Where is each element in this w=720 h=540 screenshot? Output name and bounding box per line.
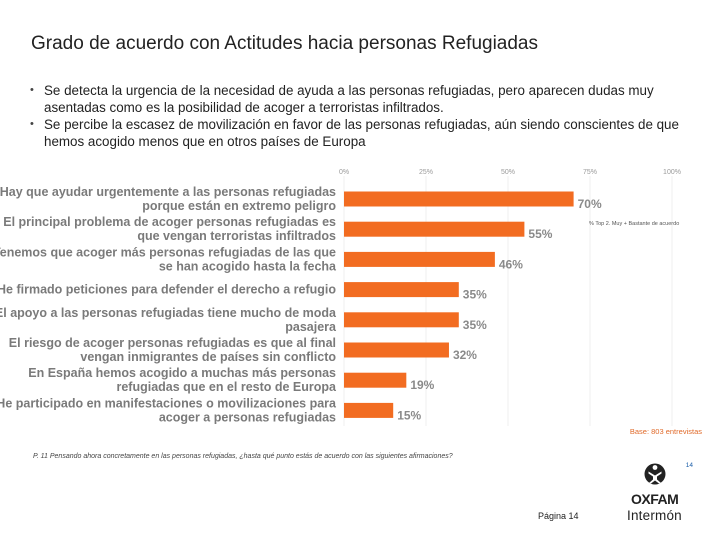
category-label: He firmado peticiones para defender el d… <box>0 283 336 297</box>
logo-subtext: Intermón <box>627 508 682 523</box>
bar <box>344 402 394 418</box>
value-label: 70% <box>578 197 602 211</box>
slide-number: 14 <box>685 462 693 469</box>
category-label: El riesgo de acoger personas refugiadas … <box>9 336 337 364</box>
agreement-bar-chart: 0% 25% 50% 75% 100% 70% Hay que ayudar urgente… <box>0 169 681 426</box>
bar <box>344 251 495 267</box>
tick-label: 0% <box>339 169 349 176</box>
value-label: 15% <box>397 408 421 422</box>
bar <box>344 372 407 388</box>
logo-text: OXFAM <box>631 491 679 507</box>
value-label: 32% <box>453 348 477 362</box>
tick-label: 75% <box>583 169 597 176</box>
value-label: 19% <box>410 378 434 392</box>
base-note: Base: 803 entrevistas <box>629 427 702 436</box>
oxfam-figure-icon <box>644 463 666 485</box>
value-label: 46% <box>499 257 523 271</box>
bar <box>344 221 525 237</box>
legend-note: % Top 2. Muy + Bastante de acuerdo <box>589 221 680 227</box>
category-label: El apoyo a las personas refugiadas tiene… <box>0 306 337 334</box>
tick-label: 25% <box>419 169 433 176</box>
value-label: 55% <box>528 227 552 241</box>
category-label: He participado en manifestaciones o movi… <box>0 396 337 424</box>
tick-label: 50% <box>501 169 515 176</box>
bullet-item: Se percibe la escasez de movilización en… <box>30 116 690 150</box>
summary-bullets: Se detecta la urgencia de la necesidad d… <box>30 82 690 150</box>
bar <box>344 282 459 298</box>
question-note: P. 11 Pensando ahora concretamente en la… <box>33 453 453 460</box>
tick-label: 100% <box>663 169 681 176</box>
category-label: En España hemos acogido a muchas más per… <box>28 366 337 394</box>
bullet-item: Se detecta la urgencia de la necesidad d… <box>30 82 690 116</box>
page-footer: Página 14 <box>538 511 579 521</box>
value-label: 35% <box>463 318 487 332</box>
bar <box>344 191 574 207</box>
bar <box>344 342 449 358</box>
value-label: 35% <box>463 288 487 302</box>
category-label: El principal problema de acoger personas… <box>3 215 336 243</box>
category-label: Hay que ayudar urgentemente a las person… <box>0 185 336 213</box>
page-title: Grado de acuerdo con Actitudes hacia per… <box>31 33 538 54</box>
category-label: Tenemos que acoger más personas refugiad… <box>0 245 337 273</box>
bar <box>344 312 459 328</box>
